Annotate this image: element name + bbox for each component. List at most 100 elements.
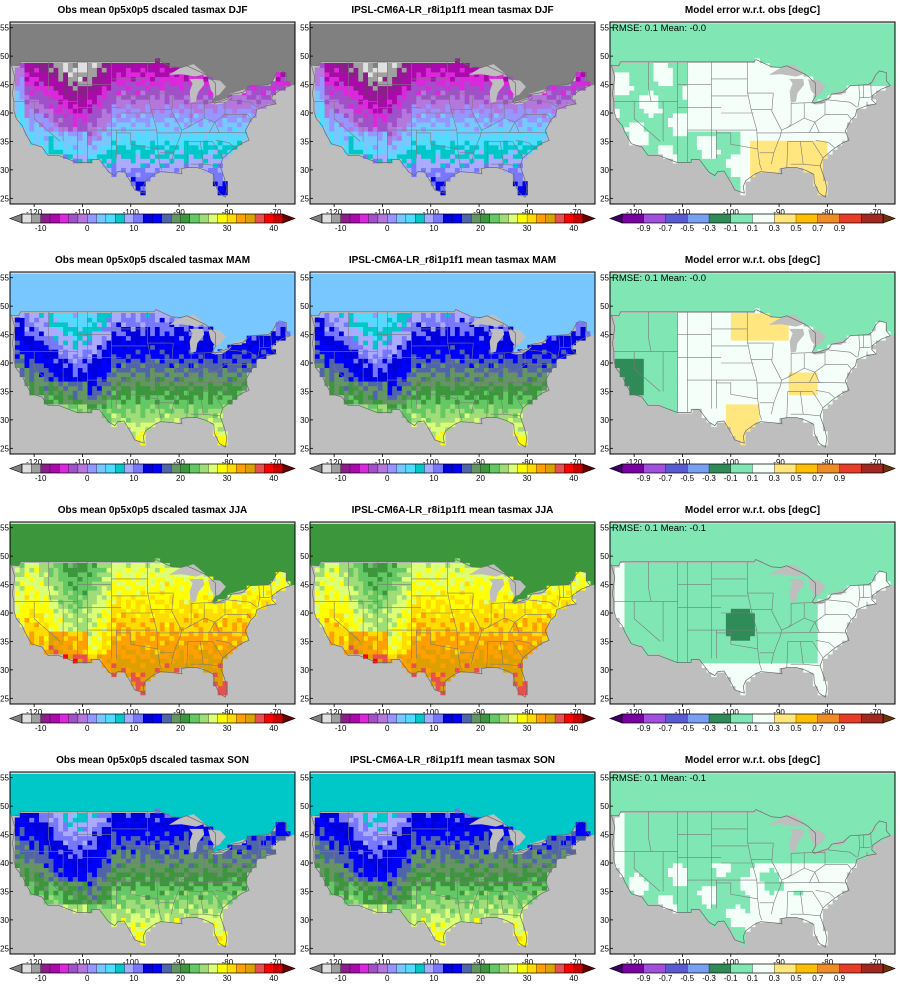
lat-tick-label: 25 xyxy=(0,194,9,203)
colorbar-tick-label: -0.5 xyxy=(680,724,694,733)
colorbar-under-triangle xyxy=(9,963,23,974)
colorbar-tick-label: -0.7 xyxy=(659,724,673,733)
colorbar-swatch xyxy=(817,713,840,724)
great-lake xyxy=(208,329,226,346)
colorbar-swatch xyxy=(226,463,237,474)
great-lake xyxy=(489,328,505,353)
colorbar-swatch xyxy=(226,213,237,224)
country-outline xyxy=(610,559,891,698)
colorbar-tick-label: 0 xyxy=(385,974,390,983)
panel-title: Obs mean 0p5x0p5 dscaled tasmax DJF xyxy=(57,5,248,16)
colorbar-under-triangle xyxy=(9,463,23,474)
colorbar-swatch xyxy=(31,713,41,724)
colorbar-tick-label: 10 xyxy=(429,224,438,233)
panel-title: IPSL-CM6A-LR_r8i1p1f1 mean tasmax JJA xyxy=(351,505,554,516)
colorbar-swatch xyxy=(498,213,509,224)
colorbar-swatch xyxy=(480,463,491,474)
colorbar-swatch xyxy=(189,463,200,474)
colorbar-swatch xyxy=(359,713,369,724)
colorbar-swatch xyxy=(217,713,228,724)
colorbar-swatch xyxy=(415,213,425,224)
colorbar-swatch xyxy=(245,463,256,474)
colorbar-tick-label: 10 xyxy=(129,724,138,733)
colorbar-tick-label: -10 xyxy=(35,474,47,483)
colorbar-swatch xyxy=(245,713,256,724)
colorbar-swatch xyxy=(273,463,284,474)
great-lake xyxy=(189,828,205,853)
colorbar-tick-label: 40 xyxy=(569,474,578,483)
colorbar-swatch xyxy=(461,463,472,474)
colorbar-swatch xyxy=(817,213,840,224)
colorbar-swatch xyxy=(68,463,79,474)
colorbar-tick-label: 0 xyxy=(385,224,390,233)
colorbar-tick-label: 0.9 xyxy=(834,224,846,233)
colorbar-tick-label: 30 xyxy=(223,724,232,733)
lat-tick-label: 35 xyxy=(600,137,609,146)
colorbar-swatch xyxy=(180,463,191,474)
country-outline xyxy=(610,309,891,448)
colorbar-swatch xyxy=(331,213,341,224)
lat-tick-label: 35 xyxy=(0,637,9,646)
great-lake xyxy=(489,828,505,853)
colorbar-swatch xyxy=(405,713,416,724)
panel-model-mam: IPSL-CM6A-LR_r8i1p1f1 mean tasmax MAM -12… xyxy=(300,252,596,500)
colorbar-tick-label: -0.5 xyxy=(680,474,694,483)
lon-tick-label: -100 xyxy=(723,208,740,217)
panel-title: IPSL-CM6A-LR_r8i1p1f1 mean tasmax DJF xyxy=(351,5,554,16)
colorbar-tick-label: 0.3 xyxy=(769,724,781,733)
lon-tick-label: -110 xyxy=(675,958,691,967)
colorbar-tick-label: -0.5 xyxy=(680,224,694,233)
stats-label: RMSE: 0.1 Mean: -0.0 xyxy=(612,273,706,284)
colorbar-tick-label: 20 xyxy=(176,224,185,233)
canada-region xyxy=(10,522,295,604)
colorbar-swatch xyxy=(536,713,547,724)
colorbar-tick-label: 40 xyxy=(569,724,578,733)
colorbar-swatch xyxy=(340,463,351,474)
colorbar-swatch xyxy=(665,963,688,974)
colorbar-under-triangle xyxy=(609,963,623,974)
lon-tick-label: -90 xyxy=(773,208,785,217)
colorbar-swatch xyxy=(526,463,537,474)
lat-tick-label: 45 xyxy=(300,831,309,840)
colorbar-swatch xyxy=(433,463,444,474)
great-lake xyxy=(468,814,506,827)
colorbar-swatch xyxy=(245,963,256,974)
colorbar-tick-label: -0.1 xyxy=(724,724,738,733)
lat-tick-label: 50 xyxy=(300,302,309,311)
colorbar-swatch xyxy=(21,213,32,224)
colorbar-swatch xyxy=(536,213,547,224)
colorbar-swatch xyxy=(105,713,116,724)
lat-tick-label: 35 xyxy=(300,387,309,396)
great-lake xyxy=(808,829,826,846)
colorbar-swatch xyxy=(226,963,237,974)
lon-tick-label: -120 xyxy=(26,958,43,967)
colorbar-swatch xyxy=(273,963,284,974)
colorbar-tick-label: 20 xyxy=(476,974,485,983)
colorbar-swatch xyxy=(87,213,97,224)
colorbar-swatch xyxy=(545,713,556,724)
great-lake xyxy=(808,79,826,96)
colorbar-swatch xyxy=(273,213,284,224)
lat-tick-label: 40 xyxy=(0,859,9,868)
colorbar-swatch xyxy=(236,213,247,224)
colorbar-tick-label: 20 xyxy=(476,724,485,733)
colorbar-swatch xyxy=(321,463,332,474)
colorbar-swatch xyxy=(349,213,360,224)
colorbar-tick-label: 0.9 xyxy=(834,474,846,483)
lon-tick-label: -80 xyxy=(822,208,834,217)
colorbar-swatch xyxy=(470,463,481,474)
colorbar-tick-label: 40 xyxy=(269,724,278,733)
colorbar-swatch xyxy=(752,463,775,474)
great-lake xyxy=(168,64,206,77)
lat-tick-label: 35 xyxy=(300,887,309,896)
lon-tick-label: -100 xyxy=(123,458,140,467)
colorbar-swatch xyxy=(49,963,60,974)
colorbar-swatch xyxy=(861,713,884,724)
colorbar-swatch xyxy=(368,963,379,974)
state-borders xyxy=(613,811,872,920)
canada-region xyxy=(310,522,595,604)
colorbar-over-triangle xyxy=(282,463,296,474)
lon-tick-label: -90 xyxy=(473,708,485,717)
lon-tick-label: -90 xyxy=(473,458,485,467)
